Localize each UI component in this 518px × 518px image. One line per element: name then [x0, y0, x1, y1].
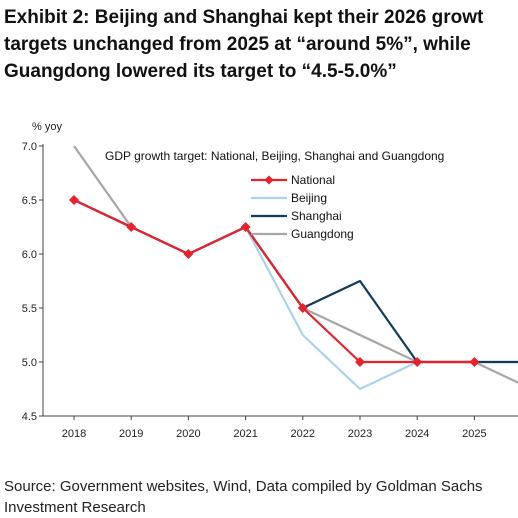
- x-tick-label: 2018: [62, 428, 86, 440]
- legend: National Beijing Shanghai Guangdong: [251, 173, 354, 241]
- x-tick-label: 2019: [119, 428, 143, 440]
- data-point-national: [183, 249, 194, 259]
- x-tick-label: 2023: [348, 428, 372, 440]
- y-tick-label: 7.0: [22, 141, 37, 153]
- legend-label-national: National: [291, 173, 335, 187]
- source-note: Source: Government websites, Wind, Data …: [4, 476, 483, 518]
- title-line-2: targets unchanged from 2025 at “around 5…: [4, 34, 471, 55]
- x-tick-label: 2021: [233, 428, 257, 440]
- data-point-national: [126, 222, 137, 232]
- chart-axes: 4.5 5.0 5.5 6.0 6.5 7.0 2018 2019 2020 2021 2022 20…: [22, 141, 518, 440]
- source-line-1: Source: Government websites, Wind, Data …: [4, 478, 483, 495]
- x-tick-label: 2025: [462, 428, 486, 440]
- data-point-national: [297, 303, 308, 313]
- title-line-1: Exhibit 2: Beijing and Shanghai kept the…: [4, 7, 484, 28]
- legend-marker-national: [264, 175, 274, 185]
- data-point-national: [69, 195, 79, 205]
- y-tick-label: 5.0: [22, 357, 37, 369]
- chart-title: GDP growth target: National, Beijing, Sh…: [105, 149, 444, 163]
- y-tick-label: 6.0: [22, 249, 37, 261]
- series-line-shanghai: [73, 199, 518, 364]
- source-line-2: Investment Research: [4, 499, 146, 516]
- y-tick-label: 4.5: [22, 411, 37, 423]
- exhibit-title: Exhibit 2: Beijing and Shanghai kept the…: [4, 4, 518, 85]
- x-tick-label: 2022: [291, 428, 315, 440]
- legend-label-guangdong: Guangdong: [291, 227, 354, 241]
- title-line-3: Guangdong lowered its target to “4.5-5.0…: [4, 61, 397, 82]
- y-axis-unit-label: % yoy: [32, 121, 62, 133]
- x-tick-label: 2024: [405, 428, 429, 440]
- series-layer: [69, 145, 518, 391]
- series-line-national: [73, 199, 475, 364]
- legend-label-beijing: Beijing: [291, 191, 327, 205]
- y-tick-label: 6.5: [22, 195, 37, 207]
- y-tick-label: 5.5: [22, 303, 37, 315]
- x-tick-label: 2020: [176, 428, 200, 440]
- data-point-national: [469, 357, 480, 367]
- data-point-national: [412, 357, 423, 367]
- data-point-national: [355, 357, 365, 367]
- legend-label-shanghai: Shanghai: [291, 209, 342, 223]
- data-point-national: [240, 222, 251, 232]
